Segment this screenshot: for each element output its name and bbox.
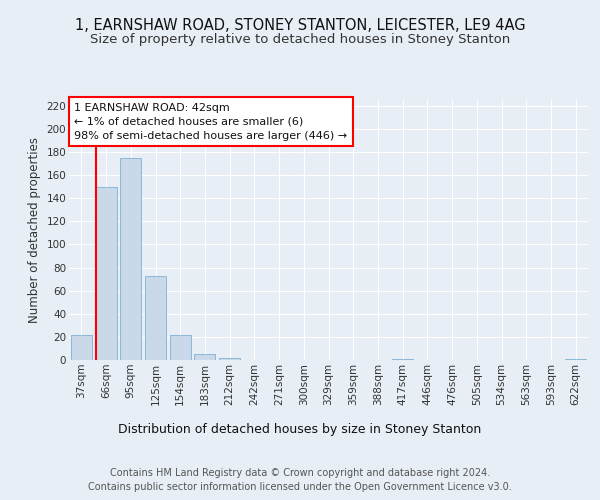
Bar: [71, 334, 92, 360]
Bar: [170, 334, 191, 360]
Y-axis label: Number of detached properties: Number of detached properties: [28, 137, 41, 323]
Text: Size of property relative to detached houses in Stoney Stanton: Size of property relative to detached ho…: [90, 32, 510, 46]
Text: 1 EARNSHAW ROAD: 42sqm
← 1% of detached houses are smaller (6)
98% of semi-detac: 1 EARNSHAW ROAD: 42sqm ← 1% of detached …: [74, 102, 347, 141]
Bar: [145, 276, 166, 360]
Text: Distribution of detached houses by size in Stoney Stanton: Distribution of detached houses by size …: [118, 422, 482, 436]
Bar: [95, 186, 116, 360]
Bar: [194, 354, 215, 360]
Bar: [392, 359, 413, 360]
Bar: [120, 158, 141, 360]
Text: Contains HM Land Registry data © Crown copyright and database right 2024.
Contai: Contains HM Land Registry data © Crown c…: [88, 468, 512, 492]
Bar: [565, 359, 586, 360]
Text: 1, EARNSHAW ROAD, STONEY STANTON, LEICESTER, LE9 4AG: 1, EARNSHAW ROAD, STONEY STANTON, LEICES…: [74, 18, 526, 32]
Bar: [219, 358, 240, 360]
